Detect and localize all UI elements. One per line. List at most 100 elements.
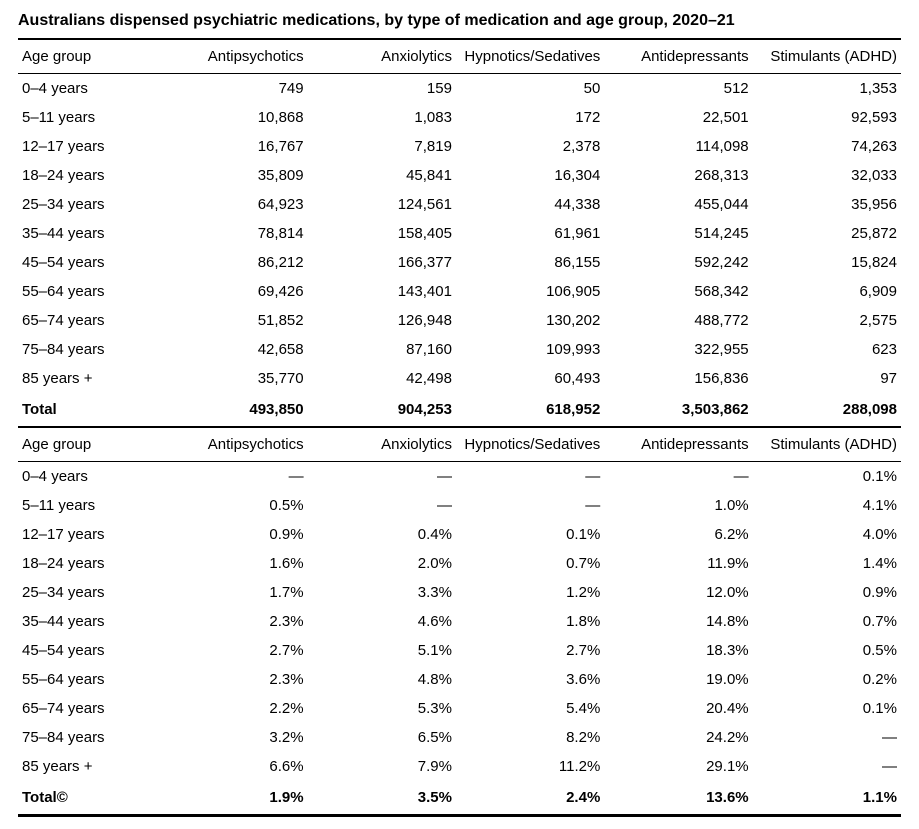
col-header-anxiolytics: Anxiolytics: [308, 427, 456, 462]
pct-cell: 85 years +: [18, 752, 159, 781]
counts-cell: 623: [753, 335, 901, 364]
counts-row: 25–34 years64,923124,56144,338455,04435,…: [18, 190, 901, 219]
pct-cell: 2.7%: [456, 636, 604, 665]
counts-cell: 2,378: [456, 132, 604, 161]
pct-cell: 4.8%: [308, 665, 456, 694]
col-header-hypnotics: Hypnotics/Sedatives: [456, 39, 604, 74]
pct-cell: 11.9%: [604, 549, 752, 578]
counts-cell: 106,905: [456, 277, 604, 306]
counts-cell: 97: [753, 364, 901, 393]
col-header-antipsychotics: Antipsychotics: [159, 427, 307, 462]
counts-cell: 78,814: [159, 219, 307, 248]
pct-cell: 6.2%: [604, 520, 752, 549]
pct-header-row: Age group Antipsychotics Anxiolytics Hyp…: [18, 427, 901, 462]
total-antidepressants: 3,503,862: [604, 393, 752, 427]
total-antipsychotics: 493,850: [159, 393, 307, 427]
counts-cell: 25–34 years: [18, 190, 159, 219]
counts-cell: 50: [456, 74, 604, 104]
pct-cell: 1.7%: [159, 578, 307, 607]
counts-cell: 86,155: [456, 248, 604, 277]
counts-cell: 60,493: [456, 364, 604, 393]
pct-cell: —: [456, 491, 604, 520]
pct-cell: 55–64 years: [18, 665, 159, 694]
pct-cell: 19.0%: [604, 665, 752, 694]
counts-cell: 158,405: [308, 219, 456, 248]
pct-cell: 14.8%: [604, 607, 752, 636]
pct-row: 55–64 years2.3%4.8%3.6%19.0%0.2%: [18, 665, 901, 694]
pct-cell: 0.1%: [753, 462, 901, 492]
counts-cell: 512: [604, 74, 752, 104]
col-header-stimulants: Stimulants (ADHD): [753, 427, 901, 462]
col-header-age: Age group: [18, 39, 159, 74]
counts-cell: 455,044: [604, 190, 752, 219]
counts-cell: 109,993: [456, 335, 604, 364]
counts-cell: 45–54 years: [18, 248, 159, 277]
col-header-antipsychotics: Antipsychotics: [159, 39, 307, 74]
pct-cell: 0.1%: [753, 694, 901, 723]
counts-cell: 55–64 years: [18, 277, 159, 306]
pct-total-anxiolytics: 3.5%: [308, 781, 456, 816]
counts-cell: 92,593: [753, 103, 901, 132]
pct-cell: 18–24 years: [18, 549, 159, 578]
pct-cell: 24.2%: [604, 723, 752, 752]
medications-table: Age group Antipsychotics Anxiolytics Hyp…: [18, 38, 901, 817]
counts-row: 85 years +35,77042,49860,493156,83697: [18, 364, 901, 393]
pct-cell: —: [604, 462, 752, 492]
pct-cell: 8.2%: [456, 723, 604, 752]
counts-cell: 42,498: [308, 364, 456, 393]
counts-cell: 64,923: [159, 190, 307, 219]
counts-cell: 5–11 years: [18, 103, 159, 132]
pct-row: 85 years +6.6%7.9%11.2%29.1%—: [18, 752, 901, 781]
pct-cell: 6.6%: [159, 752, 307, 781]
pct-row: 25–34 years1.7%3.3%1.2%12.0%0.9%: [18, 578, 901, 607]
counts-cell: 74,263: [753, 132, 901, 161]
counts-cell: 124,561: [308, 190, 456, 219]
counts-cell: 749: [159, 74, 307, 104]
pct-cell: 0.9%: [753, 578, 901, 607]
pct-row: 0–4 years————0.1%: [18, 462, 901, 492]
pct-cell: 5–11 years: [18, 491, 159, 520]
pct-cell: 20.4%: [604, 694, 752, 723]
pct-cell: —: [753, 752, 901, 781]
total-hypnotics: 618,952: [456, 393, 604, 427]
pct-cell: 3.6%: [456, 665, 604, 694]
counts-cell: 592,242: [604, 248, 752, 277]
pct-cell: —: [308, 491, 456, 520]
counts-cell: 7,819: [308, 132, 456, 161]
pct-total-row: Total© 1.9% 3.5% 2.4% 13.6% 1.1%: [18, 781, 901, 816]
pct-cell: 3.3%: [308, 578, 456, 607]
counts-cell: 166,377: [308, 248, 456, 277]
pct-cell: 29.1%: [604, 752, 752, 781]
pct-total-hypnotics: 2.4%: [456, 781, 604, 816]
col-header-age: Age group: [18, 427, 159, 462]
pct-cell: 3.2%: [159, 723, 307, 752]
counts-cell: 10,868: [159, 103, 307, 132]
counts-cell: 568,342: [604, 277, 752, 306]
counts-cell: 61,961: [456, 219, 604, 248]
pct-cell: 75–84 years: [18, 723, 159, 752]
counts-cell: 1,353: [753, 74, 901, 104]
counts-row: 55–64 years69,426143,401106,905568,3426,…: [18, 277, 901, 306]
counts-cell: 65–74 years: [18, 306, 159, 335]
total-stimulants: 288,098: [753, 393, 901, 427]
counts-cell: 130,202: [456, 306, 604, 335]
pct-row: 65–74 years2.2%5.3%5.4%20.4%0.1%: [18, 694, 901, 723]
pct-cell: 1.8%: [456, 607, 604, 636]
pct-cell: 1.2%: [456, 578, 604, 607]
pct-cell: 6.5%: [308, 723, 456, 752]
pct-cell: 1.0%: [604, 491, 752, 520]
counts-cell: 22,501: [604, 103, 752, 132]
counts-cell: 12–17 years: [18, 132, 159, 161]
counts-cell: 69,426: [159, 277, 307, 306]
counts-cell: 514,245: [604, 219, 752, 248]
pct-cell: 45–54 years: [18, 636, 159, 665]
pct-cell: 25–34 years: [18, 578, 159, 607]
pct-cell: 1.4%: [753, 549, 901, 578]
pct-cell: 5.4%: [456, 694, 604, 723]
pct-cell: 0.2%: [753, 665, 901, 694]
pct-total-antidepressants: 13.6%: [604, 781, 752, 816]
counts-header-row: Age group Antipsychotics Anxiolytics Hyp…: [18, 39, 901, 74]
pct-cell: 2.3%: [159, 665, 307, 694]
counts-cell: 25,872: [753, 219, 901, 248]
pct-cell: 0.4%: [308, 520, 456, 549]
